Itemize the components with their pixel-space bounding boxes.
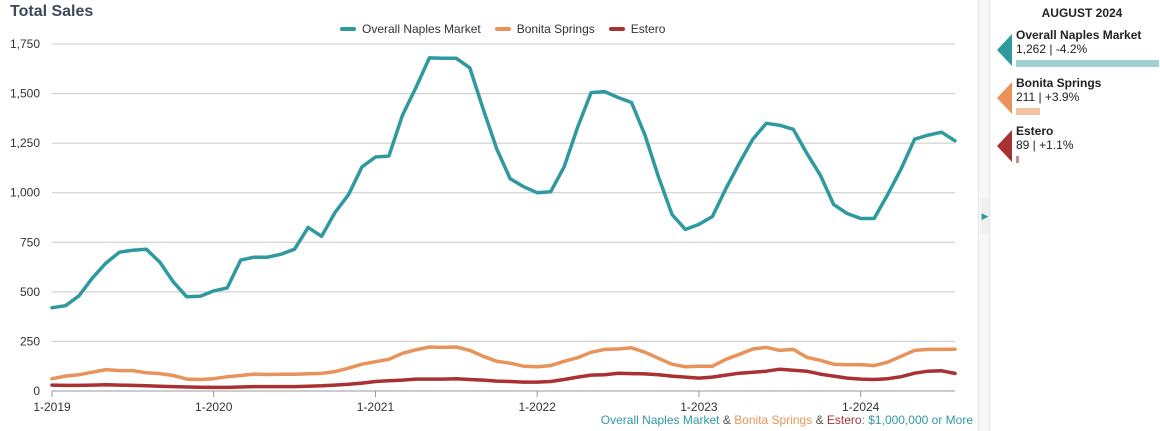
- series-line-1: [50, 345, 957, 382]
- legend-item-bonita[interactable]: Bonita Springs: [494, 22, 595, 36]
- y-tick-label: 250: [20, 334, 40, 348]
- legend-item-naples[interactable]: Overall Naples Market: [340, 22, 481, 36]
- pointer-left-icon: [997, 34, 1012, 66]
- stat-value-naples: 1,262 | -4.2%: [1016, 42, 1088, 56]
- y-tick-label: 1,000: [10, 186, 40, 200]
- x-tick-label: 1-2019: [33, 400, 71, 414]
- pointer-left-icon: [997, 82, 1012, 114]
- chart-title: Total Sales: [10, 3, 94, 20]
- stat-bar-bonita: [1016, 108, 1040, 115]
- side-panel-title: AUGUST 2024: [1041, 6, 1123, 20]
- footer-bonita: Bonita Springs: [734, 413, 813, 427]
- x-tick-label: 1-2022: [519, 400, 557, 414]
- y-tick-label: 500: [20, 285, 40, 299]
- stat-value-bonita: 211 | +3.9%: [1016, 90, 1080, 104]
- footer-naples: Overall Naples Market: [600, 413, 720, 427]
- pointer-left-icon: [997, 130, 1012, 162]
- line-chart: 0 250 500 750 1,000 1,250 1,500 1,750 1-2019 1-20…: [10, 37, 957, 414]
- series-line-0: [50, 56, 957, 310]
- legend-label-estero: Estero: [630, 22, 666, 36]
- stat-name-estero: Estero: [1016, 124, 1054, 138]
- footer-estero: Estero: [826, 413, 862, 427]
- chart-legend: Overall Naples Market Bonita Springs Est…: [340, 22, 665, 36]
- y-tick-label: 1,750: [10, 37, 40, 51]
- chevron-right-icon: ▶: [981, 210, 989, 221]
- y-tick-label: 750: [20, 235, 40, 249]
- y-tick-label: 0: [33, 384, 40, 398]
- series-line-2: [50, 367, 957, 390]
- footer-sep-2: &: [812, 413, 827, 427]
- y-tick-label: 1,250: [10, 136, 40, 150]
- x-tick-label: 1-2024: [842, 400, 880, 414]
- legend-swatch-naples: [340, 27, 356, 31]
- y-tick-label: 1,500: [10, 87, 40, 101]
- footer-sep-1: &: [719, 413, 735, 427]
- legend-swatch-estero: [608, 27, 625, 31]
- stat-bar-estero: [1016, 156, 1019, 163]
- footer-suffix: : $1,000,000 or More: [861, 413, 973, 427]
- stat-bar-naples: [1016, 60, 1159, 67]
- legend-label-bonita: Bonita Springs: [516, 22, 595, 36]
- legend-swatch-bonita: [494, 27, 511, 31]
- chart-footer-caption: Overall Naples Market & Bonita Springs &…: [601, 413, 973, 427]
- x-tick-label: 1-2020: [195, 400, 233, 414]
- stat-name-bonita: Bonita Springs: [1016, 76, 1102, 90]
- stat-name-naples: Overall Naples Market: [1016, 28, 1142, 42]
- side-panel-toggle[interactable]: ▶: [981, 198, 989, 234]
- legend-label-naples: Overall Naples Market: [362, 22, 481, 36]
- x-tick-label: 1-2023: [680, 400, 718, 414]
- stat-value-estero: 89 | +1.1%: [1016, 138, 1074, 152]
- legend-item-estero[interactable]: Estero: [608, 22, 666, 36]
- x-tick-label: 1-2021: [357, 400, 395, 414]
